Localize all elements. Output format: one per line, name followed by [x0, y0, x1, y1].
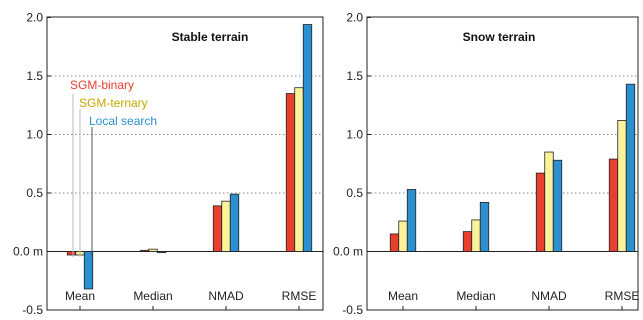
y-axis-ticks: 2.0 1.5 1.0 0.5 0.0 m -0.5: [13, 11, 51, 317]
bar-local-search-mean: [406, 189, 417, 252]
bar-local-search-nmad: [552, 159, 563, 252]
x-tick-label: NMAD: [208, 289, 244, 303]
y-axis-ticks: 2.0 1.5 1.0 0.5 0.0 m -0.5: [333, 11, 371, 317]
y-tick-label: 1.5: [346, 69, 363, 83]
y-tick-label: 1.0: [26, 128, 43, 142]
bars-group: [66, 24, 313, 290]
bar-sgm-binary-median: [139, 249, 150, 252]
bar-sgm-ternary-rmse: [617, 120, 627, 252]
y-tick-label: 2.0: [26, 11, 43, 25]
bar-sgm-binary-rmse: [285, 93, 296, 252]
bar-sgm-ternary-median: [471, 219, 481, 252]
x-tick-label: Median: [456, 289, 495, 303]
x-tick-label: RMSE: [605, 289, 640, 303]
y-tick-label: 1.5: [26, 69, 43, 83]
bar-sgm-binary-nmad: [212, 205, 223, 252]
bar-local-search-rmse: [625, 83, 636, 252]
legend-label-sgm-ternary: SGM-ternary: [79, 96, 148, 110]
legend-label-sgm-binary: SGM-binary: [70, 78, 134, 92]
plot-frame: [46, 16, 324, 311]
y-tick-label: 0.5: [26, 186, 43, 200]
bar-local-search-median: [479, 201, 490, 252]
bar-local-search-mean: [83, 251, 94, 290]
bar-sgm-binary-rmse: [608, 158, 619, 252]
bar-sgm-ternary-nmad: [544, 151, 554, 252]
bar-sgm-binary-nmad: [535, 172, 546, 252]
y-tick-label: 0.0 m: [333, 245, 363, 259]
legend: SGM-binary SGM-ternary Local search: [70, 78, 157, 257]
plot-frame: [366, 16, 639, 311]
x-axis-ticks: Mean Median NMAD RMSE: [388, 289, 639, 310]
x-tick-label: Mean: [65, 289, 95, 303]
bar-local-search-median: [156, 251, 167, 254]
bars-group: [389, 83, 636, 252]
y-tick-label: -0.5: [22, 303, 43, 317]
bar-sgm-binary-mean: [389, 233, 400, 252]
x-axis-ticks: Mean Median NMAD RMSE: [65, 289, 316, 310]
panel-title: Stable terrain: [172, 30, 249, 44]
x-tick-label: Mean: [388, 289, 418, 303]
x-tick-label: Median: [133, 289, 172, 303]
bar-sgm-ternary-nmad: [221, 200, 231, 252]
bar-sgm-ternary-median: [148, 248, 158, 252]
bar-local-search-rmse: [302, 24, 313, 252]
x-tick-label: NMAD: [531, 289, 567, 303]
bar-sgm-binary-mean: [66, 251, 77, 256]
y-tick-label: 0.5: [346, 186, 363, 200]
panel-stable-terrain: Stable terrain 2.0 1.5 1.0 0.5 0.0 m -0.5 Mea…: [13, 11, 324, 317]
panel-title: Snow terrain: [463, 30, 536, 44]
bar-sgm-binary-median: [462, 231, 473, 252]
bar-sgm-ternary-mean: [398, 220, 408, 252]
legend-label-local-search: Local search: [89, 114, 157, 128]
x-tick-label: RMSE: [282, 289, 317, 303]
bar-sgm-ternary-rmse: [294, 87, 304, 252]
y-tick-label: -0.5: [342, 303, 363, 317]
y-tick-label: 0.0 m: [13, 245, 43, 259]
panel-snow-terrain: Snow terrain 2.01.51.00.50.0 m-0.5 Mean M…: [333, 11, 639, 318]
y-tick-label: 2.0: [346, 11, 363, 25]
bar-local-search-nmad: [229, 193, 240, 252]
y-tick-label: 1.0: [346, 128, 363, 142]
